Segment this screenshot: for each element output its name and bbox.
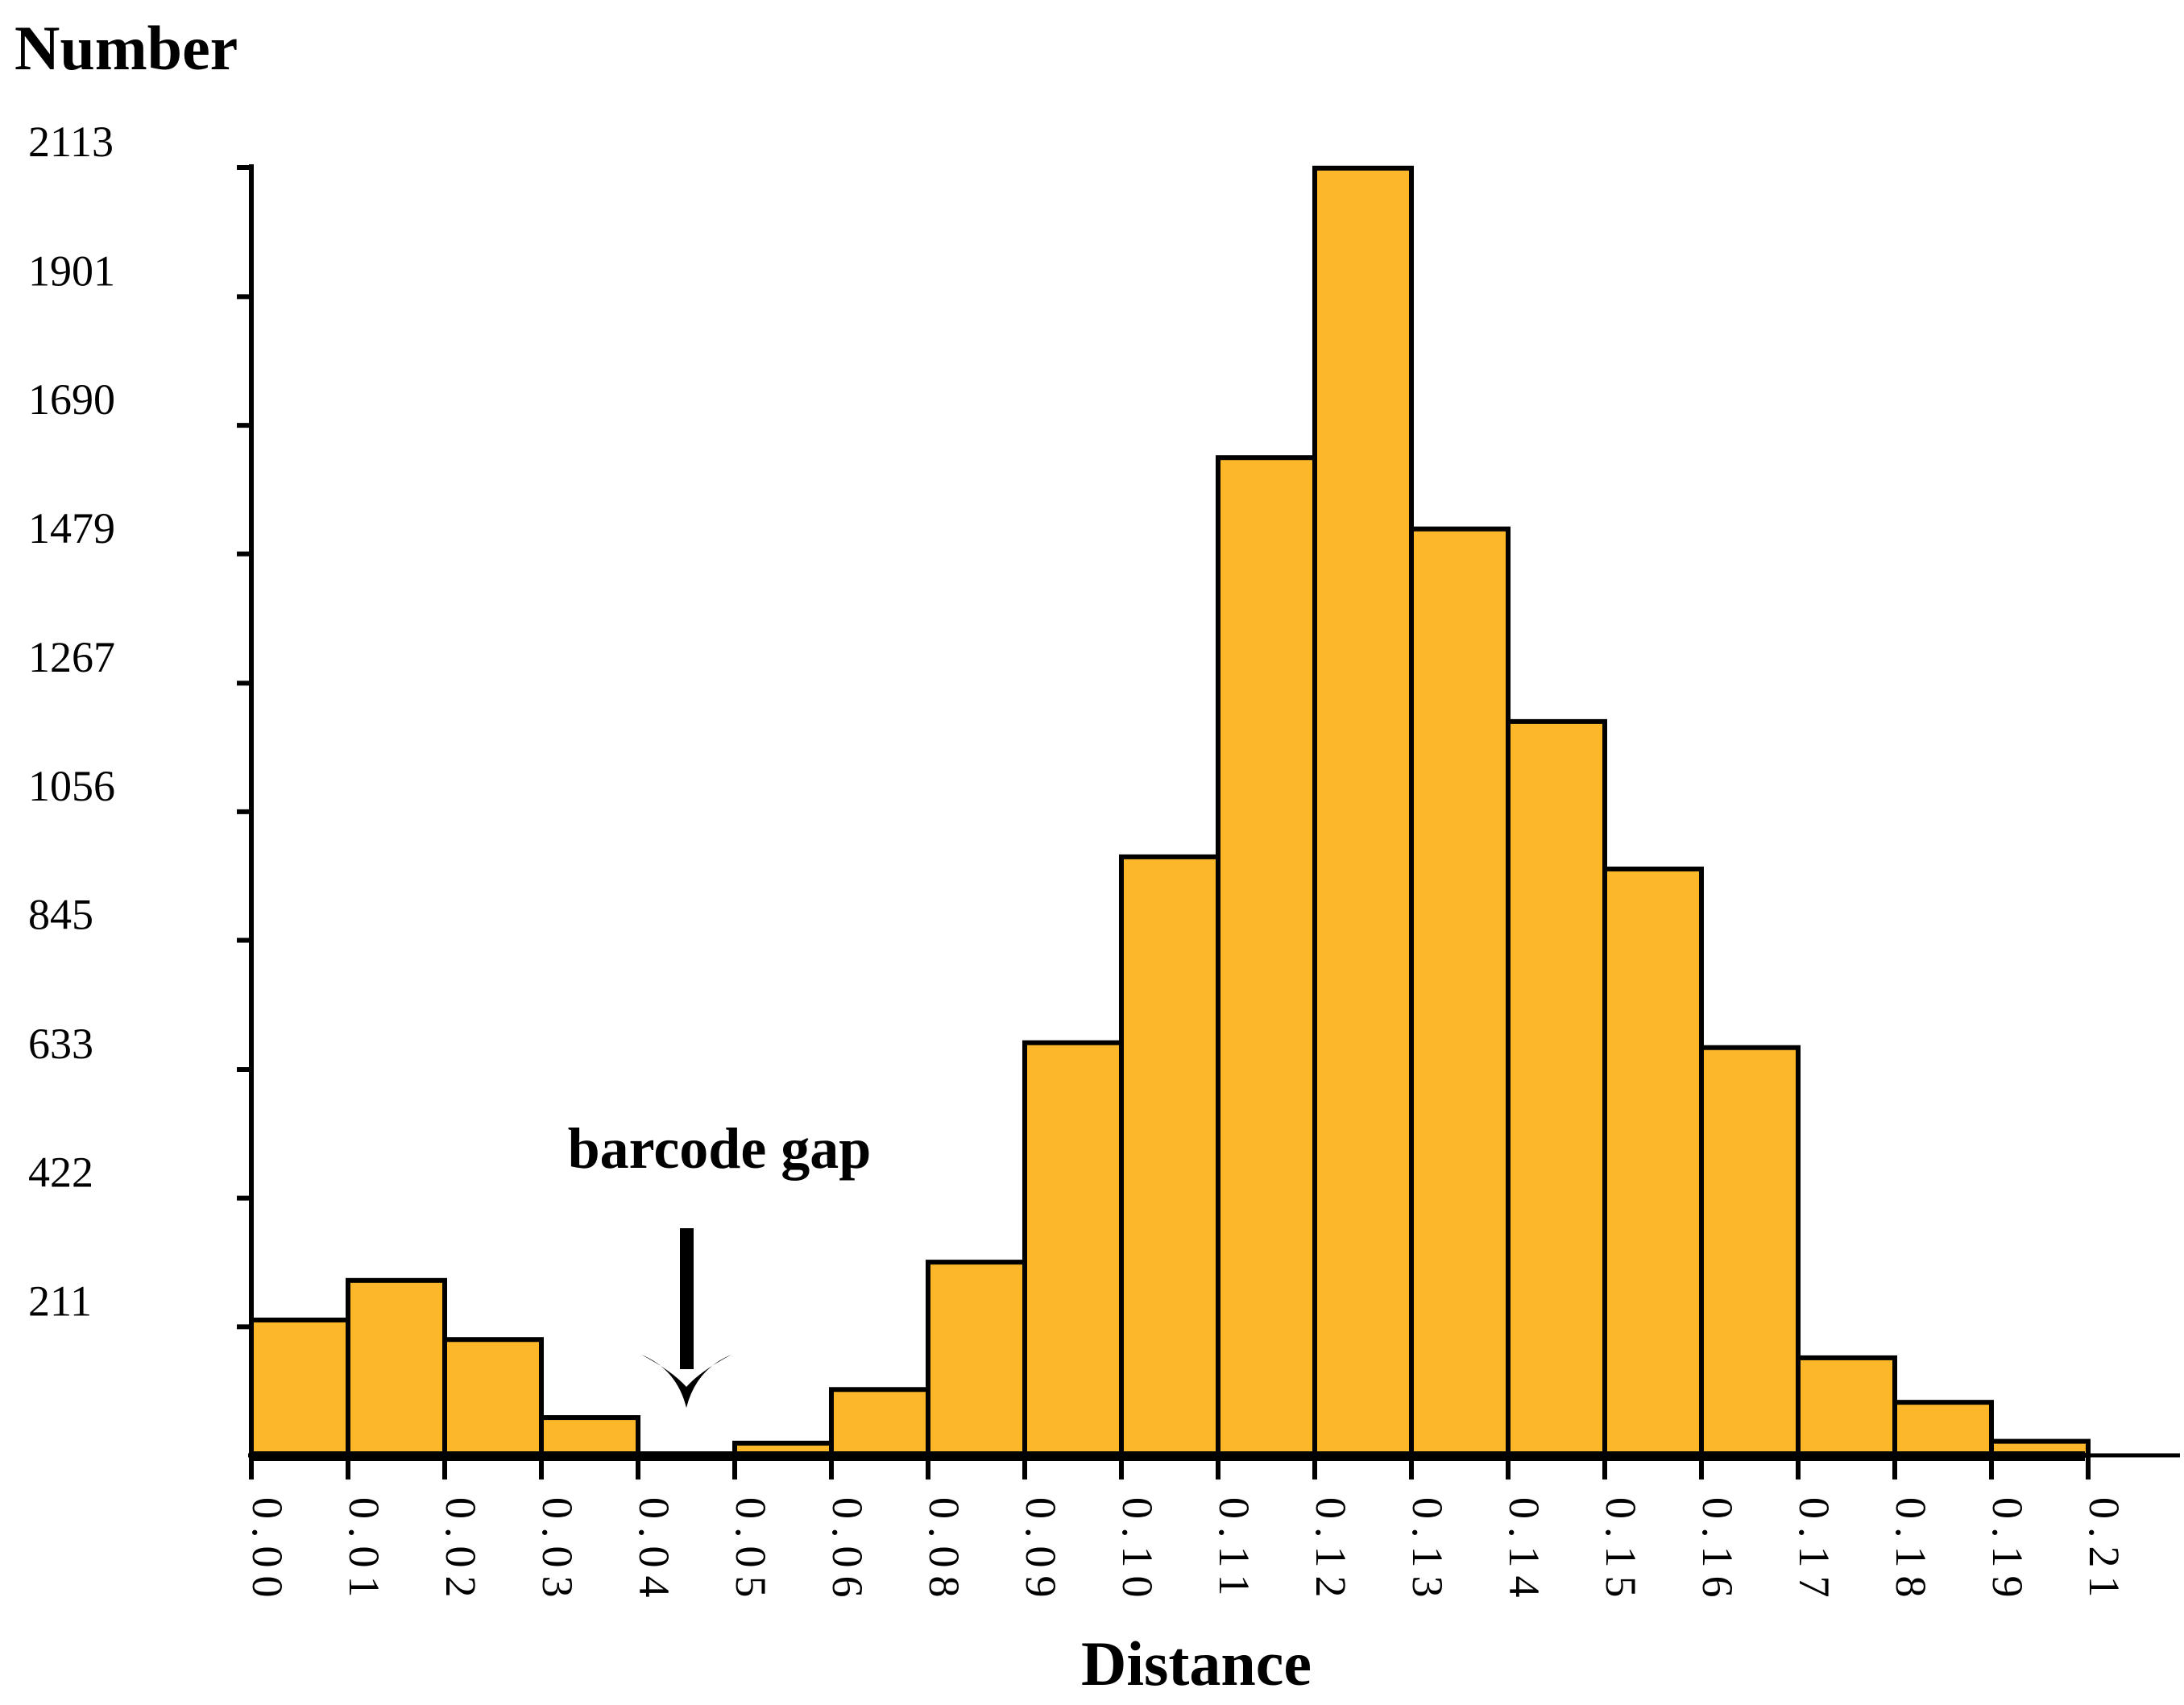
bars-group: [249, 165, 2091, 1459]
bar-0.14: [1506, 718, 1607, 1458]
bar-0.03: [539, 1415, 640, 1459]
x-tick-label-0.05: 0.05: [727, 1497, 775, 1606]
y-tick-label-422: 422: [28, 1148, 93, 1197]
bar-0.10: [1119, 854, 1220, 1458]
barcode-gap-label: barcode gap: [568, 1116, 872, 1181]
bar-0.15: [1602, 867, 1704, 1458]
bar-0.12: [1312, 165, 1414, 1459]
y-ticks-group: 211 422 633 845 1056 1267 1479 1690 1901 2113: [28, 118, 251, 1330]
x-tick-label-0.09: 0.09: [1017, 1497, 1065, 1606]
x-tick-label-0.14: 0.14: [1500, 1497, 1548, 1606]
x-tick-label-0.01: 0.01: [340, 1497, 388, 1606]
baseline-bar: [251, 1451, 2085, 1461]
x-tick-label-0.10: 0.10: [1113, 1497, 1162, 1606]
arrow-head: [641, 1355, 731, 1408]
x-tick-label-0.16: 0.16: [1693, 1497, 1742, 1606]
bar-0.01: [346, 1277, 447, 1458]
bar-0.17: [1796, 1355, 1897, 1459]
x-tick-label-0.00: 0.00: [243, 1497, 292, 1606]
y-tick-label-2113: 2113: [28, 118, 114, 166]
bar-0.02: [442, 1337, 544, 1458]
x-ticks-group: 0.00 0.01 0.02 0.03 0.04 0.05 0.06 0.08 0.09 0.10…: [243, 1455, 2128, 1606]
bar-0.09: [1022, 1040, 1124, 1458]
x-tick-label-0.21: 0.21: [2080, 1497, 2128, 1606]
x-tick-label-0.18: 0.18: [1887, 1497, 1935, 1606]
bar-0.00: [249, 1318, 350, 1458]
bar-0.08: [926, 1260, 1027, 1459]
x-tick-label-0.08: 0.08: [920, 1497, 968, 1606]
bar-0.18: [1892, 1400, 1994, 1459]
y-axis-title: Number: [15, 13, 238, 83]
y-tick-label-211: 211: [28, 1277, 92, 1325]
x-tick-label-0.11: 0.11: [1210, 1497, 1258, 1604]
bar-0.11: [1216, 455, 1317, 1459]
x-tick-label-0.15: 0.15: [1597, 1497, 1645, 1606]
x-tick-label-0.12: 0.12: [1307, 1497, 1355, 1606]
x-tick-label-0.06: 0.06: [823, 1497, 872, 1606]
barcode-gap-arrow: [641, 1228, 731, 1408]
bar-0.13: [1409, 526, 1511, 1458]
y-tick-label-1056: 1056: [28, 762, 115, 810]
x-tick-label-0.13: 0.13: [1403, 1497, 1452, 1606]
x-tick-label-0.17: 0.17: [1790, 1497, 1838, 1606]
y-tick-label-1690: 1690: [28, 375, 115, 424]
y-tick-label-1479: 1479: [28, 504, 115, 552]
x-axis-title: Distance: [1081, 1628, 1312, 1699]
y-tick-label-1901: 1901: [28, 246, 115, 295]
x-tick-label-0.04: 0.04: [630, 1497, 678, 1606]
y-tick-label-1267: 1267: [28, 633, 115, 681]
x-tick-label-0.19: 0.19: [1983, 1497, 2032, 1606]
x-tick-label-0.03: 0.03: [533, 1497, 582, 1606]
bar-0.06: [829, 1387, 930, 1458]
y-tick-label-633: 633: [28, 1020, 93, 1068]
x-tick-label-0.02: 0.02: [437, 1497, 485, 1606]
y-tick-label-845: 845: [28, 891, 93, 939]
arrow-shaft: [680, 1228, 694, 1369]
bar-0.16: [1699, 1045, 1801, 1458]
